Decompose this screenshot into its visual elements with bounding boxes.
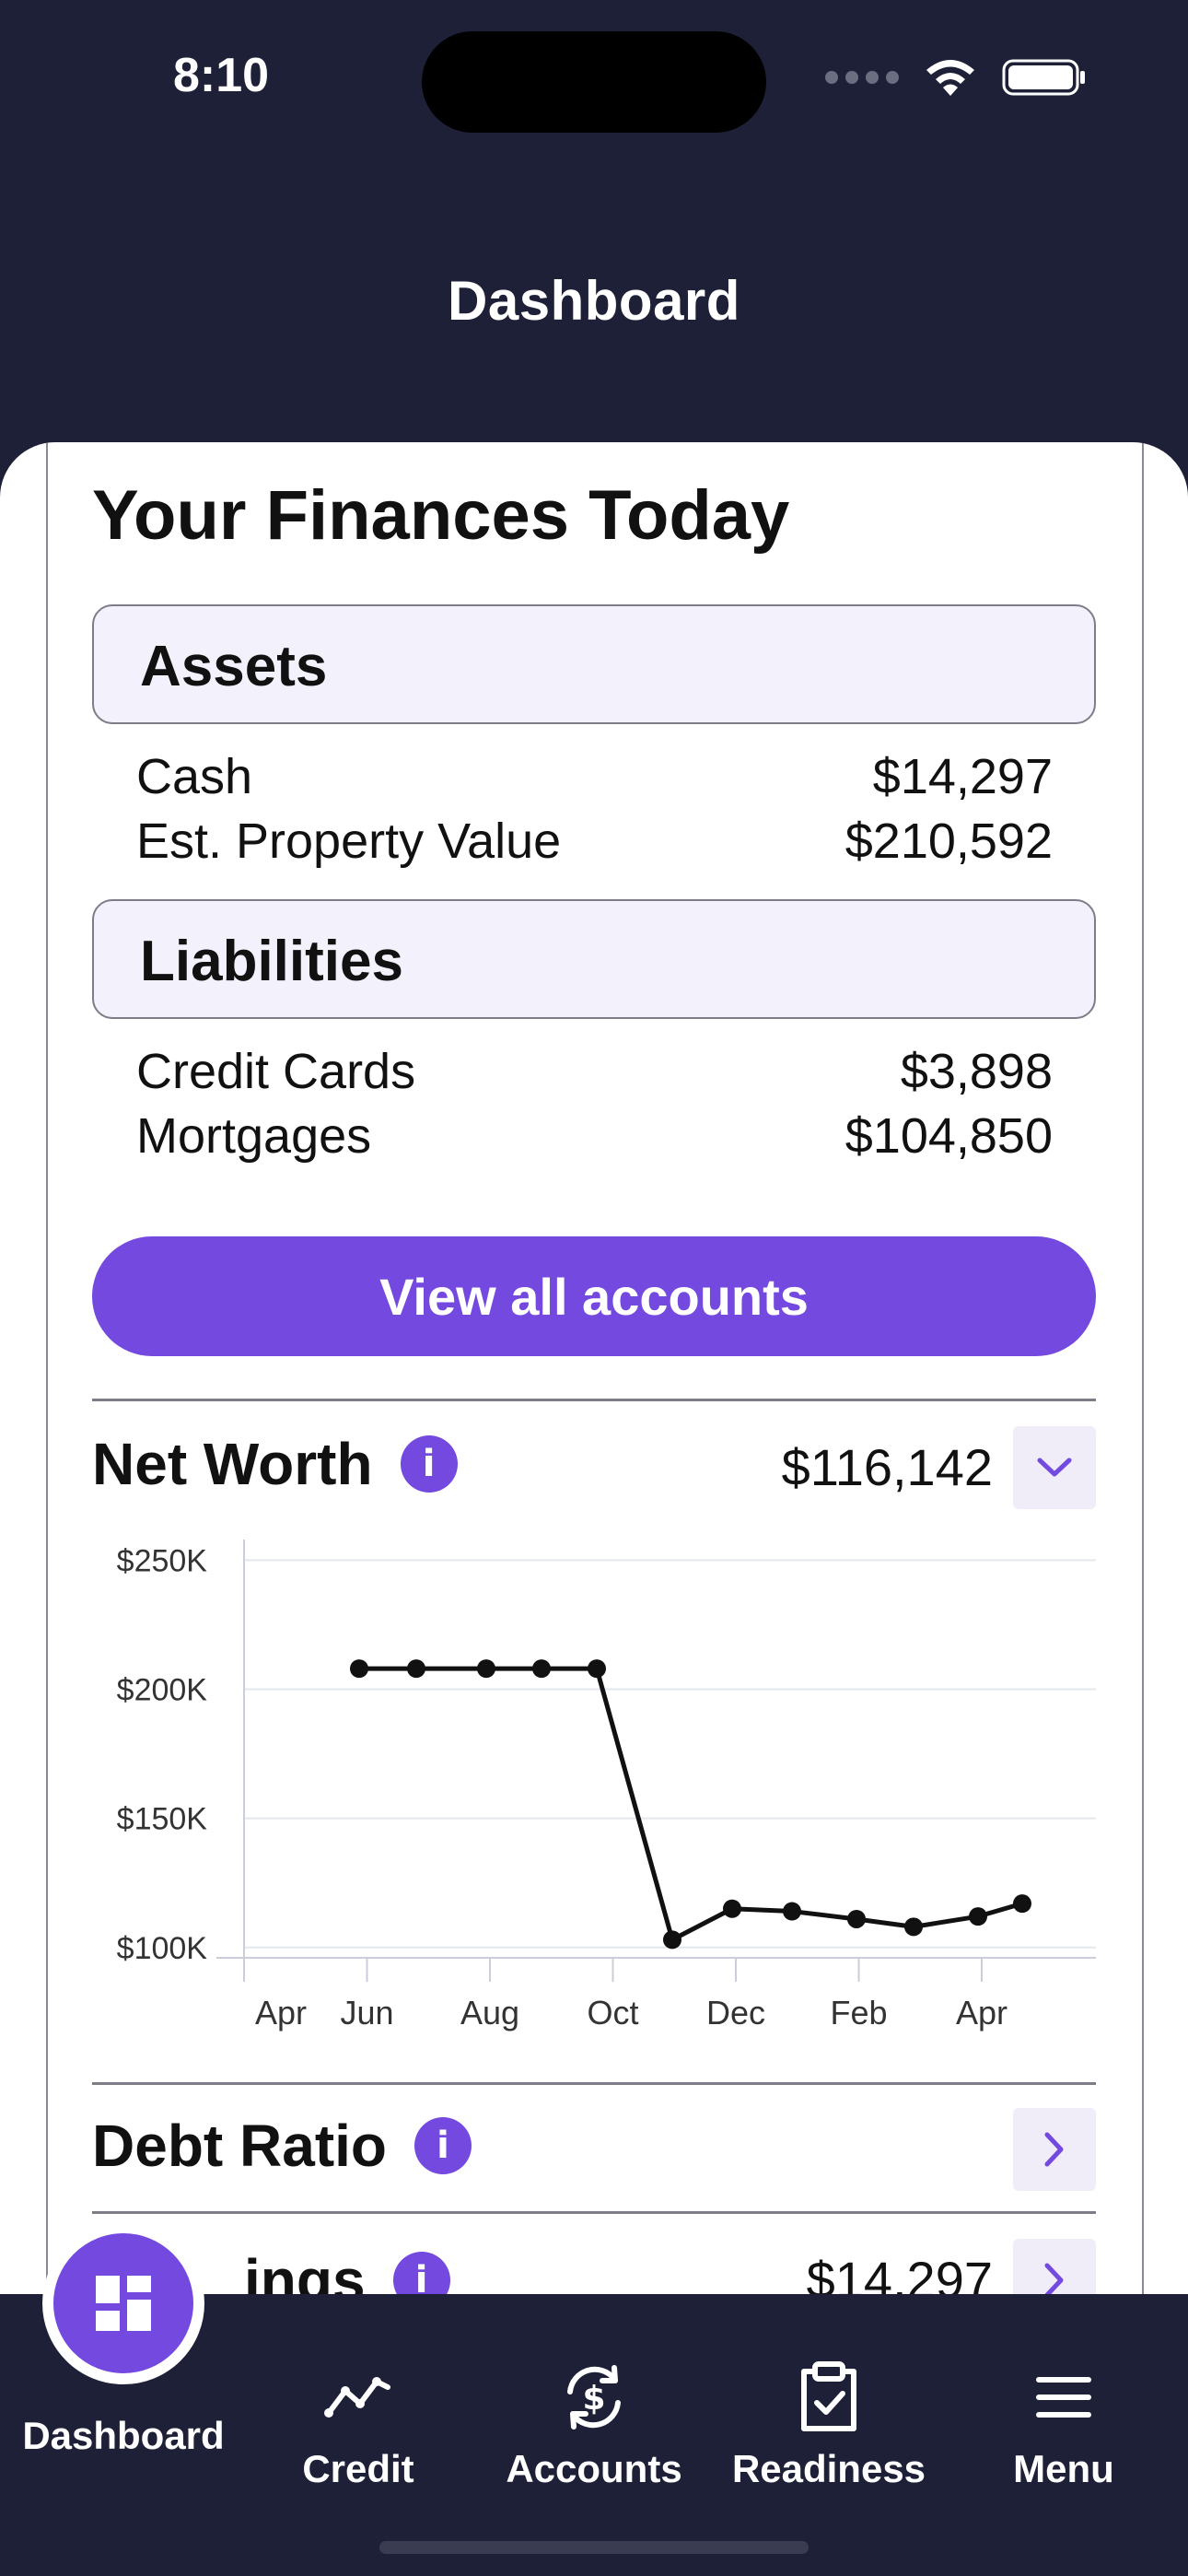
data-point <box>477 1659 495 1679</box>
tab-dashboard[interactable]: Dashboard <box>8 2414 239 2458</box>
data-point <box>783 1902 801 1921</box>
row-value: $210,592 <box>844 814 1053 869</box>
tab-credit[interactable]: Credit <box>243 2360 473 2491</box>
cellular-signal-icon <box>825 71 899 84</box>
y-tick-label: $150K <box>117 1802 208 1837</box>
tab-menu[interactable]: Menu <box>949 2360 1179 2491</box>
asset-row-property: Est. Property Value $210,592 <box>136 813 1053 870</box>
y-tick-label: $100K <box>117 1931 208 1966</box>
divider <box>92 2211 1096 2214</box>
clipboard-check-icon <box>801 2361 856 2431</box>
asset-row-cash: Cash $14,297 <box>136 748 1053 805</box>
liabilities-header: Liabilities <box>92 899 1096 1019</box>
net-worth-collapse-button[interactable] <box>1013 1426 1096 1509</box>
x-tick-label: Apr <box>255 1994 307 2032</box>
tab-label: Readiness <box>731 2447 926 2490</box>
x-tick-label: Feb <box>830 1994 887 2032</box>
assets-header: Assets <box>92 604 1096 724</box>
dollar-sync-icon: $ <box>567 2365 621 2430</box>
info-icon[interactable]: i <box>414 2117 472 2174</box>
chevron-down-icon <box>1037 1458 1072 1477</box>
divider <box>92 2082 1096 2085</box>
tab-dashboard-icon-button[interactable] <box>42 2222 204 2384</box>
trend-line-icon <box>324 2377 390 2418</box>
home-indicator <box>379 2541 809 2554</box>
tab-label: Credit <box>302 2447 414 2490</box>
data-point <box>847 1909 866 1928</box>
data-point <box>407 1659 425 1679</box>
dynamic-island <box>422 31 766 133</box>
liabilities-label: Liabilities <box>140 930 403 993</box>
hamburger-menu-icon <box>1036 2377 1091 2418</box>
x-tick-label: Apr <box>956 1994 1007 2032</box>
net-worth-label: Net Worth <box>92 1431 373 1497</box>
net-worth-value: $116,142 <box>781 1438 993 1496</box>
page-title: Your Finances Today <box>92 476 790 555</box>
savings-heading: ings i <box>244 2246 450 2294</box>
savings-expand-button[interactable] <box>1013 2239 1096 2294</box>
row-label: Mortgages <box>136 1108 372 1164</box>
data-point <box>663 1930 681 1950</box>
divider <box>92 1399 1096 1401</box>
battery-icon <box>1002 59 1085 96</box>
svg-text:$: $ <box>582 2380 605 2418</box>
data-point <box>723 1899 741 1918</box>
info-icon[interactable]: i <box>392 2252 450 2294</box>
row-value: $14,297 <box>872 749 1053 804</box>
x-tick-label: Dec <box>706 1994 765 2032</box>
chevron-right-icon <box>1044 2263 1064 2294</box>
content-sheet: Your Finances Today Assets Cash $14,297 … <box>0 442 1188 2294</box>
debt-ratio-expand-button[interactable] <box>1013 2108 1096 2191</box>
status-time: 8:10 <box>173 49 270 102</box>
chevron-right-icon <box>1044 2132 1064 2167</box>
data-point <box>350 1659 368 1679</box>
data-point <box>969 1907 987 1926</box>
debt-ratio-label: Debt Ratio <box>92 2113 387 2179</box>
tab-accounts[interactable]: $ Accounts <box>479 2360 709 2491</box>
row-label: Cash <box>136 749 253 804</box>
net-worth-series-line <box>359 1666 1023 1942</box>
dashboard-icon <box>96 2276 151 2331</box>
x-tick-label: Aug <box>460 1994 519 2032</box>
data-point <box>1013 1894 1031 1914</box>
liability-row-credit-cards: Credit Cards $3,898 <box>136 1043 1053 1100</box>
view-all-accounts-button[interactable]: View all accounts <box>92 1236 1096 1356</box>
assets-label: Assets <box>140 635 328 698</box>
row-label: Est. Property Value <box>136 814 562 869</box>
tab-label: Dashboard <box>22 2414 225 2457</box>
net-worth-heading: Net Worth i <box>92 1430 458 1498</box>
x-tick-label: Oct <box>587 1994 638 2032</box>
tab-readiness[interactable]: Readiness <box>714 2360 944 2491</box>
tab-label: Accounts <box>506 2447 682 2490</box>
liability-row-mortgages: Mortgages $104,850 <box>136 1107 1053 1165</box>
row-label: Credit Cards <box>136 1044 416 1099</box>
savings-value: $14,297 <box>806 2251 993 2294</box>
row-value: $104,850 <box>844 1108 1053 1164</box>
tab-bar: Dashboard Credit $ Accounts <box>0 2294 1188 2576</box>
status-icons <box>825 57 1087 98</box>
data-point <box>588 1659 606 1679</box>
data-point <box>532 1659 551 1679</box>
debt-ratio-heading: Debt Ratio i <box>92 2112 472 2180</box>
data-point <box>904 1917 923 1937</box>
row-value: $3,898 <box>900 1044 1053 1099</box>
finances-card <box>46 442 1144 2294</box>
tab-label: Menu <box>1013 2447 1114 2490</box>
x-tick-label: Jun <box>340 1994 393 2032</box>
wifi-icon <box>926 60 974 96</box>
header-title: Dashboard <box>448 270 740 332</box>
net-worth-chart: $250K $200K $150K $100K Apr Jun Aug Oct Dec Feb Ap… <box>117 1540 1096 2032</box>
y-tick-label: $200K <box>117 1673 208 1708</box>
y-tick-label: $250K <box>117 1543 208 1578</box>
savings-label: ings <box>244 2247 366 2294</box>
info-icon[interactable]: i <box>400 1435 458 1493</box>
